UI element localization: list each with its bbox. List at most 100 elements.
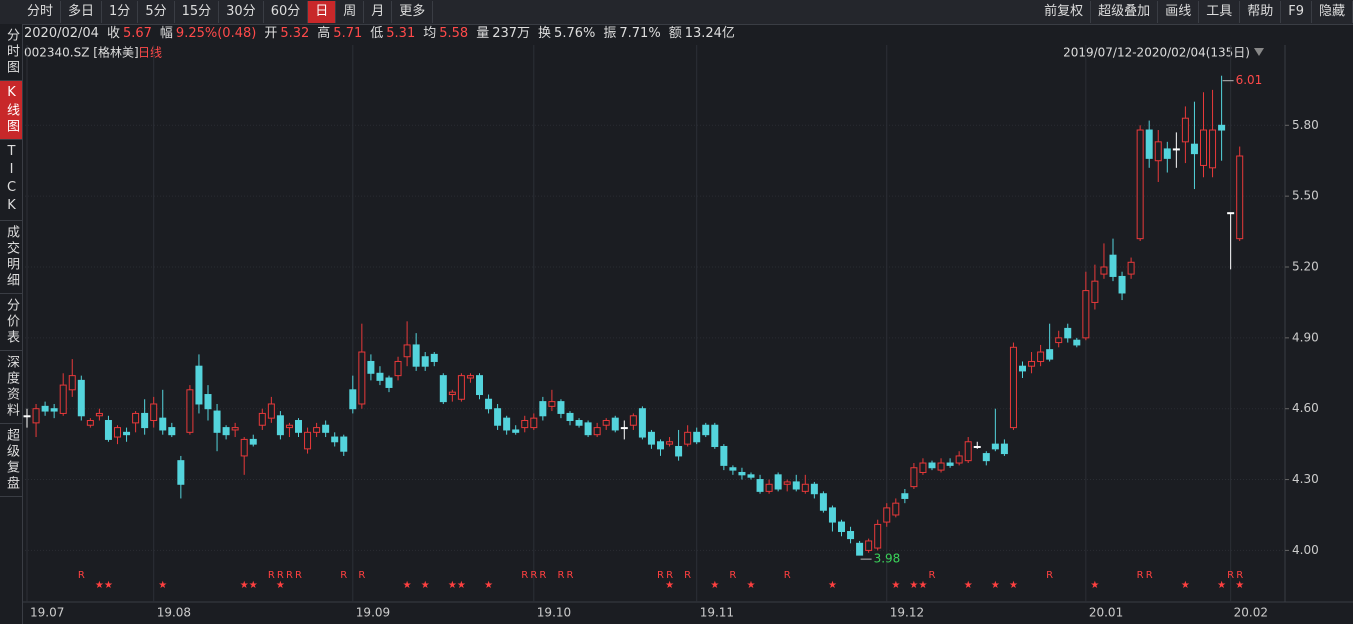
candle-body xyxy=(1019,365,1026,372)
candle-body xyxy=(114,427,121,438)
tool-tab[interactable]: 前复权 xyxy=(1037,1,1092,23)
r-signal: R xyxy=(1046,570,1053,581)
candle-body xyxy=(1073,339,1081,346)
tool-tab[interactable]: 画线 xyxy=(1158,1,1200,23)
y-tick-label: 4.00 xyxy=(1292,543,1319,557)
r-signal: R xyxy=(286,570,293,581)
r-signal: R xyxy=(277,570,284,581)
candle-body xyxy=(620,427,628,430)
candle-body xyxy=(340,436,348,452)
period-tab[interactable]: 30分 xyxy=(219,1,264,23)
candle-body xyxy=(213,410,221,433)
side-tab[interactable]: 分价表 xyxy=(0,294,22,351)
candle-body xyxy=(1163,148,1171,159)
side-tab[interactable]: TICK xyxy=(0,140,22,221)
period-tab[interactable]: 分时 xyxy=(20,1,62,23)
tool-tab[interactable]: F9 xyxy=(1281,1,1312,23)
r-signal: R xyxy=(657,570,664,581)
period-tab[interactable]: 日 xyxy=(308,1,337,23)
candle-body xyxy=(991,443,999,450)
star-signal: ★ xyxy=(158,580,167,591)
candle-body xyxy=(1028,360,1036,367)
candle-body xyxy=(1091,280,1099,303)
candle-body xyxy=(539,401,547,417)
side-tab[interactable]: K线图 xyxy=(0,81,22,140)
star-signal: ★ xyxy=(95,580,104,591)
star-signal: ★ xyxy=(964,580,973,591)
candle-body xyxy=(593,427,601,436)
star-signal: ★ xyxy=(457,580,466,591)
star-signal: ★ xyxy=(484,580,493,591)
candle-body xyxy=(720,445,728,466)
x-tick-label: 19.10 xyxy=(537,606,571,620)
candle-body xyxy=(521,420,529,429)
star-signal: ★ xyxy=(828,580,837,591)
side-tab[interactable]: 深度资料 xyxy=(0,351,22,424)
star-signal: ★ xyxy=(710,580,719,591)
info-label: 开 xyxy=(264,26,278,41)
tool-tab[interactable]: 帮助 xyxy=(1240,1,1282,23)
range-label: 2019/07/12-2020/02/04(135日) xyxy=(1063,46,1250,60)
r-signal: R xyxy=(666,570,673,581)
period-tab[interactable]: 月 xyxy=(364,1,393,23)
toolbar: 分时 多日 1分 5分 15分 30分 60分日周月更多 前复权 超级叠加 画线 工具 帮助 F9 隐藏 xyxy=(0,0,1353,25)
period: 日线 xyxy=(138,46,162,60)
side-tab[interactable]: 分时图 xyxy=(0,24,22,81)
tool-tab[interactable]: 隐藏 xyxy=(1312,1,1353,23)
candle-body xyxy=(1064,327,1072,339)
candle-body xyxy=(901,493,909,499)
candle-body xyxy=(358,351,366,405)
period-tab[interactable]: 更多 xyxy=(392,1,434,23)
candle-body xyxy=(756,479,764,492)
candle-body xyxy=(874,523,882,549)
tool-tabs: 前复权 超级叠加 画线 工具 帮助 F9 隐藏 xyxy=(1037,0,1353,23)
side-tab[interactable]: 超级复盘 xyxy=(0,424,22,497)
tool-tab[interactable]: 超级叠加 xyxy=(1091,1,1159,23)
y-tick-label: 4.60 xyxy=(1292,401,1319,415)
side-tab[interactable]: 成交明细 xyxy=(0,221,22,294)
candle-body xyxy=(566,412,574,422)
tool-tab[interactable]: 工具 xyxy=(1199,1,1241,23)
period-tab[interactable]: 周 xyxy=(336,1,365,23)
y-tick-label: 5.20 xyxy=(1292,260,1319,274)
candle-body xyxy=(584,422,592,436)
y-tick-label: 4.30 xyxy=(1292,472,1319,486)
candle-body xyxy=(738,471,746,476)
candle-body xyxy=(50,408,58,412)
candle-body xyxy=(394,360,402,377)
candle-body xyxy=(276,415,284,436)
symbol: 002340.SZ [格林美] xyxy=(24,45,139,60)
star-signal: ★ xyxy=(276,580,285,591)
candle-body xyxy=(150,403,158,422)
candle-body xyxy=(304,431,312,450)
range-icon xyxy=(1254,48,1264,56)
info-date: 2020/02/04 xyxy=(24,26,99,41)
period-tab[interactable]: 1分 xyxy=(102,1,139,23)
star-signal: ★ xyxy=(665,580,674,591)
period-tab[interactable]: 60分 xyxy=(264,1,309,23)
candle-body xyxy=(1172,148,1180,151)
candle-body xyxy=(1200,129,1207,166)
x-tick-label: 19.09 xyxy=(356,606,390,620)
candle-body xyxy=(548,401,556,407)
candle-body xyxy=(385,377,393,388)
candle-body xyxy=(267,403,275,419)
info-row: 2020/02/04 收 5.67 幅 9.25%(0.48) 开 5.32 高 5.71 低 5.… xyxy=(24,25,743,43)
candle-body xyxy=(602,420,610,426)
candle-body xyxy=(1055,337,1063,344)
info-value: 5.67 xyxy=(122,26,152,41)
period-tab[interactable]: 5分 xyxy=(138,1,175,23)
info-label: 幅 xyxy=(159,26,173,41)
star-signal: ★ xyxy=(909,580,918,591)
candle-body xyxy=(249,438,257,445)
candle-body xyxy=(240,438,248,457)
star-signal: ★ xyxy=(421,580,430,591)
candle-body xyxy=(611,417,619,431)
star-signal: ★ xyxy=(991,580,1000,591)
candle-body xyxy=(403,344,411,358)
candle-body xyxy=(177,460,185,485)
candle-body xyxy=(77,379,85,417)
r-signal: R xyxy=(684,570,691,581)
period-tab[interactable]: 15分 xyxy=(175,1,220,23)
period-tab[interactable]: 多日 xyxy=(61,1,103,23)
